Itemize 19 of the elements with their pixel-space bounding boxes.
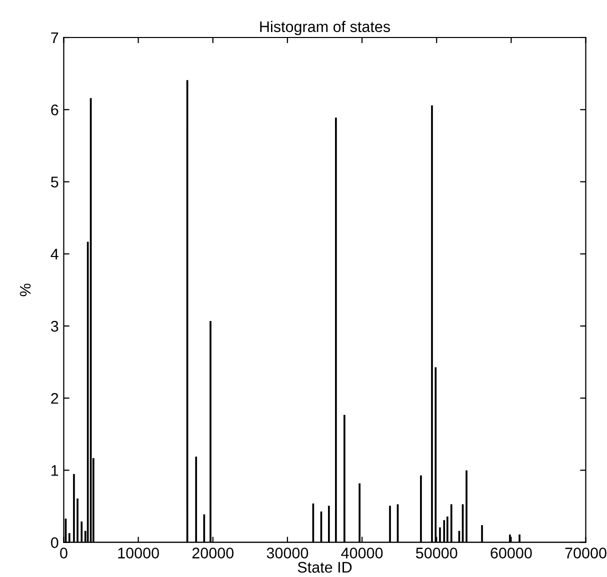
y-axis-title: % bbox=[20, 284, 31, 296]
x-axis-title: State ID bbox=[298, 562, 352, 573]
x-tick-label: 50000 bbox=[416, 548, 458, 558]
x-tick-label: 10000 bbox=[118, 548, 159, 558]
y-tick-label: 6 bbox=[51, 104, 58, 116]
y-tick-label: 5 bbox=[50, 176, 58, 188]
y-tick-label: 2 bbox=[51, 393, 58, 404]
x-tick-label: 40000 bbox=[341, 548, 383, 558]
y-tick-label: 0 bbox=[50, 537, 58, 548]
x-tick-label: 70000 bbox=[565, 548, 606, 558]
chart-title: Histogram of states bbox=[260, 20, 390, 36]
y-tick-label: 3 bbox=[50, 320, 58, 332]
y-tick-label: 7 bbox=[51, 32, 58, 44]
y-tick-label: 1 bbox=[52, 465, 58, 476]
y-tick-label: 4 bbox=[50, 248, 58, 260]
x-tick-label: 0 bbox=[60, 548, 68, 558]
x-tick-label: 20000 bbox=[192, 548, 234, 558]
x-tick-label: 60000 bbox=[490, 548, 532, 558]
x-tick-label: 30000 bbox=[266, 548, 308, 558]
